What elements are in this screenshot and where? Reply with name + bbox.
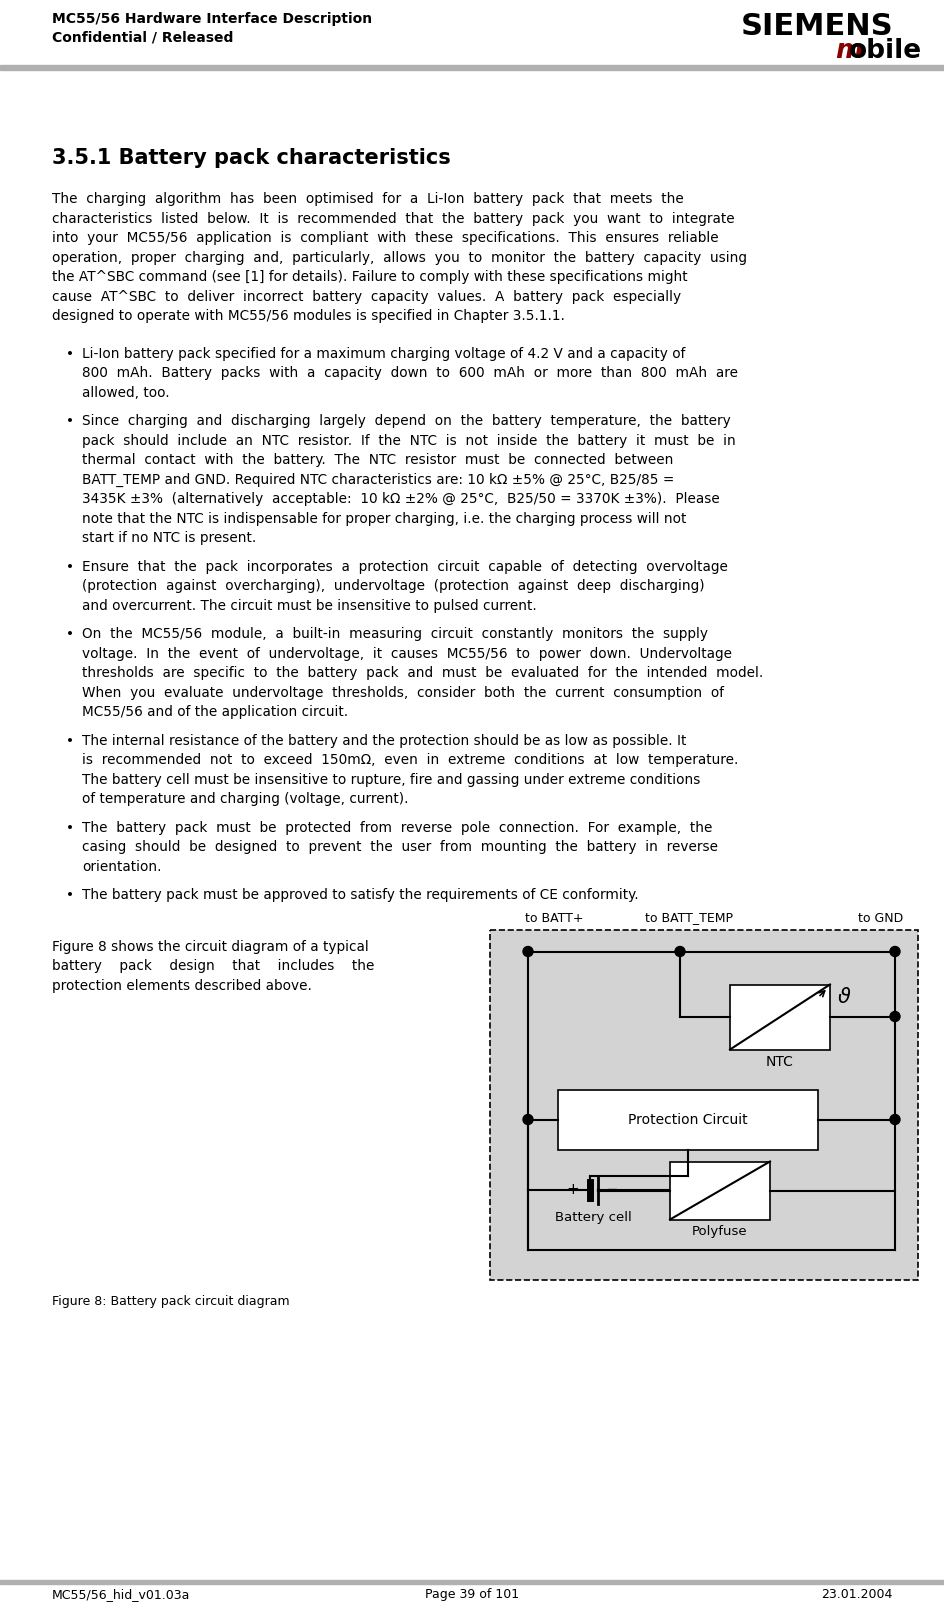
Text: •: • <box>66 820 74 835</box>
Circle shape <box>889 947 899 956</box>
Text: allowed, too.: allowed, too. <box>82 385 169 400</box>
Text: •: • <box>66 414 74 429</box>
Text: 3.5.1 Battery pack characteristics: 3.5.1 Battery pack characteristics <box>52 147 450 168</box>
Text: operation,  proper  charging  and,  particularly,  allows  you  to  monitor  the: operation, proper charging and, particul… <box>52 251 746 264</box>
Text: •: • <box>66 628 74 641</box>
Text: •: • <box>66 733 74 748</box>
Circle shape <box>889 1115 899 1125</box>
Text: +: + <box>565 1183 579 1197</box>
Text: Protection Circuit: Protection Circuit <box>628 1113 747 1126</box>
Bar <box>669 1162 769 1220</box>
Text: Figure 8 shows the circuit diagram of a typical: Figure 8 shows the circuit diagram of a … <box>52 940 368 953</box>
Text: cause  AT^SBC  to  deliver  incorrect  battery  capacity  values.  A  battery  p: cause AT^SBC to deliver incorrect batter… <box>52 290 681 304</box>
Bar <box>490 929 917 1280</box>
Text: •: • <box>66 888 74 901</box>
Text: SIEMENS: SIEMENS <box>739 11 892 40</box>
Text: protection elements described above.: protection elements described above. <box>52 979 312 992</box>
Text: start if no NTC is present.: start if no NTC is present. <box>82 531 256 545</box>
Text: •: • <box>66 346 74 361</box>
Bar <box>0 1581 944 1584</box>
Text: The internal resistance of the battery and the protection should be as low as po: The internal resistance of the battery a… <box>82 733 685 748</box>
Text: The battery pack must be approved to satisfy the requirements of CE conformity.: The battery pack must be approved to sat… <box>82 888 638 901</box>
Text: ϑ: ϑ <box>837 987 850 1006</box>
Text: of temperature and charging (voltage, current).: of temperature and charging (voltage, cu… <box>82 791 408 806</box>
Text: the AT^SBC command (see [1] for details). Failure to comply with these specifica: the AT^SBC command (see [1] for details)… <box>52 270 687 285</box>
Text: The  battery  pack  must  be  protected  from  reverse  pole  connection.  For  : The battery pack must be protected from … <box>82 820 712 835</box>
Text: casing  should  be  designed  to  prevent  the  user  from  mounting  the  batte: casing should be designed to prevent the… <box>82 840 717 854</box>
Text: 800  mAh.  Battery  packs  with  a  capacity  down  to  600  mAh  or  more  than: 800 mAh. Battery packs with a capacity d… <box>82 366 737 380</box>
Text: m: m <box>834 37 862 65</box>
Text: Polyfuse: Polyfuse <box>691 1225 747 1238</box>
Text: characteristics  listed  below.  It  is  recommended  that  the  battery  pack  : characteristics listed below. It is reco… <box>52 212 733 225</box>
Circle shape <box>674 947 684 956</box>
Text: orientation.: orientation. <box>82 859 161 874</box>
Text: into  your  MC55/56  application  is  compliant  with  these  specifications.  T: into your MC55/56 application is complia… <box>52 231 717 244</box>
Text: Figure 8: Battery pack circuit diagram: Figure 8: Battery pack circuit diagram <box>52 1294 289 1307</box>
Text: thresholds  are  specific  to  the  battery  pack  and  must  be  evaluated  for: thresholds are specific to the battery p… <box>82 667 763 680</box>
Text: 23.01.2004: 23.01.2004 <box>820 1587 892 1600</box>
Text: (protection  against  overcharging),  undervoltage  (protection  against  deep  : (protection against overcharging), under… <box>82 579 704 594</box>
Text: is  recommended  not  to  exceed  150mΩ,  even  in  extreme  conditions  at  low: is recommended not to exceed 150mΩ, even… <box>82 752 737 767</box>
Text: −: − <box>604 1183 617 1197</box>
Text: battery    pack    design    that    includes    the: battery pack design that includes the <box>52 959 374 972</box>
Text: Ensure  that  the  pack  incorporates  a  protection  circuit  capable  of  dete: Ensure that the pack incorporates a prot… <box>82 560 727 573</box>
Text: BATT_TEMP and GND. Required NTC characteristics are: 10 kΩ ±5% @ 25°C, B25/85 =: BATT_TEMP and GND. Required NTC characte… <box>82 472 674 487</box>
Text: MC55/56_hid_v01.03a: MC55/56_hid_v01.03a <box>52 1587 190 1600</box>
Text: voltage.  In  the  event  of  undervoltage,  it  causes  MC55/56  to  power  dow: voltage. In the event of undervoltage, i… <box>82 647 732 660</box>
Text: Page 39 of 101: Page 39 of 101 <box>425 1587 519 1600</box>
Text: to BATT+: to BATT+ <box>525 911 582 924</box>
Text: and overcurrent. The circuit must be insensitive to pulsed current.: and overcurrent. The circuit must be ins… <box>82 599 536 613</box>
Text: When  you  evaluate  undervoltage  thresholds,  consider  both  the  current  co: When you evaluate undervoltage threshold… <box>82 686 723 699</box>
Text: NTC: NTC <box>766 1055 793 1069</box>
Text: The battery cell must be insensitive to rupture, fire and gassing under extreme : The battery cell must be insensitive to … <box>82 772 700 786</box>
Bar <box>729 984 829 1050</box>
Text: pack  should  include  an  NTC  resistor.  If  the  NTC  is  not  inside  the  b: pack should include an NTC resistor. If … <box>82 434 735 448</box>
Text: On  the  MC55/56  module,  a  built-in  measuring  circuit  constantly  monitors: On the MC55/56 module, a built-in measur… <box>82 628 707 641</box>
Text: obile: obile <box>848 37 921 65</box>
Text: Li-Ion battery pack specified for a maximum charging voltage of 4.2 V and a capa: Li-Ion battery pack specified for a maxi… <box>82 346 684 361</box>
Text: Since  charging  and  discharging  largely  depend  on  the  battery  temperatur: Since charging and discharging largely d… <box>82 414 730 429</box>
Text: Confidential / Released: Confidential / Released <box>52 31 233 44</box>
Circle shape <box>522 1115 532 1125</box>
Text: thermal  contact  with  the  battery.  The  NTC  resistor  must  be  connected  : thermal contact with the battery. The NT… <box>82 453 673 468</box>
Text: Battery cell: Battery cell <box>554 1212 631 1225</box>
Text: The  charging  algorithm  has  been  optimised  for  a  Li-Ion  battery  pack  t: The charging algorithm has been optimise… <box>52 193 683 205</box>
Circle shape <box>522 947 532 956</box>
Bar <box>0 65 944 70</box>
Text: note that the NTC is indispensable for proper charging, i.e. the charging proces: note that the NTC is indispensable for p… <box>82 511 685 526</box>
Text: to GND: to GND <box>857 911 902 924</box>
Text: 3435K ±3%  (alternatively  acceptable:  10 kΩ ±2% @ 25°C,  B25/50 = 3370K ±3%). : 3435K ±3% (alternatively acceptable: 10 … <box>82 492 719 506</box>
Bar <box>557 1089 818 1149</box>
Circle shape <box>889 1011 899 1021</box>
Bar <box>490 929 917 1280</box>
Text: MC55/56 Hardware Interface Description: MC55/56 Hardware Interface Description <box>52 11 372 26</box>
Text: MC55/56 and of the application circuit.: MC55/56 and of the application circuit. <box>82 705 347 718</box>
Text: designed to operate with MC55/56 modules is specified in Chapter 3.5.1.1.: designed to operate with MC55/56 modules… <box>52 309 565 324</box>
Text: •: • <box>66 560 74 573</box>
Text: to BATT_TEMP: to BATT_TEMP <box>645 911 733 924</box>
